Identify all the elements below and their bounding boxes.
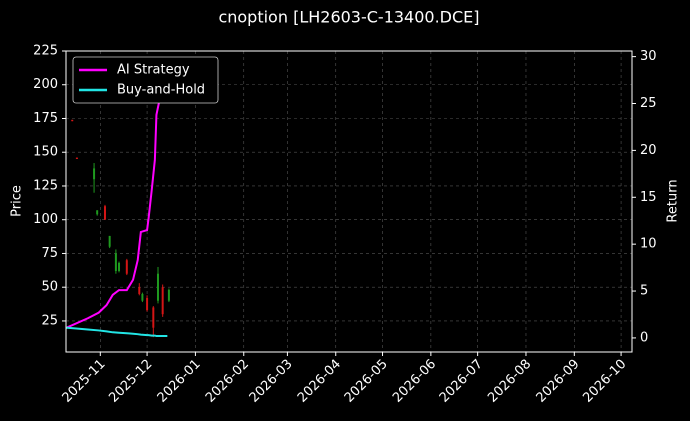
candle-body <box>167 289 170 301</box>
y2-tick-label: 0 <box>640 330 648 345</box>
line-series <box>65 79 164 329</box>
y2-tick-label: 20 <box>640 143 657 158</box>
x-tick-label: 2026-04 <box>295 357 344 406</box>
legend-label: Buy-and-Hold <box>117 83 205 98</box>
candle-body <box>96 210 99 215</box>
candle-body <box>141 293 144 301</box>
candle-body <box>161 287 164 315</box>
x-tick-label: 2025-11 <box>60 357 109 406</box>
x-tick-label: 2026-08 <box>485 357 534 406</box>
candle-body <box>114 253 117 272</box>
y-tick-label: 200 <box>33 77 58 92</box>
legend-box <box>72 56 219 104</box>
x-tick-label: 2026-03 <box>247 357 296 406</box>
candle-body <box>118 262 121 272</box>
y-tick-label: 225 <box>33 44 58 59</box>
x-tick-label: 2026-09 <box>534 357 583 406</box>
candle-body <box>108 235 111 247</box>
x-tick-label: 2026-02 <box>203 357 252 406</box>
y-tick-label: 175 <box>33 111 58 126</box>
candle-body <box>156 273 159 301</box>
candle-body <box>146 298 149 311</box>
y-tick-label: 25 <box>41 313 58 328</box>
candle-body <box>71 119 74 122</box>
y2-axis-label: Return <box>666 179 681 222</box>
y-tick-label: 100 <box>33 212 58 227</box>
candle-body <box>125 260 128 274</box>
chart-title: cnoption [LH2603-C-13400.DCE] <box>218 8 479 27</box>
y2-tick-label: 15 <box>640 190 657 205</box>
x-tick-label: 2026-05 <box>342 357 391 406</box>
y-axis-label: Price <box>10 185 25 217</box>
y2-tick-label: 10 <box>640 237 657 252</box>
y2-tick-label: 5 <box>640 284 648 299</box>
candle-body <box>138 287 141 294</box>
x-tick-label: 2026-01 <box>155 357 204 406</box>
line-series <box>65 326 168 338</box>
y-tick-label: 150 <box>33 145 58 160</box>
x-tick-label: 2026-06 <box>390 357 439 406</box>
y2-tick-label: 30 <box>640 49 657 64</box>
x-tick-label: 2025-12 <box>106 357 155 406</box>
y2-tick-label: 25 <box>640 96 657 111</box>
x-tick-label: 2026-10 <box>580 357 629 406</box>
legend-label: AI Strategy <box>117 63 190 78</box>
x-tick-label: 2026-07 <box>437 357 486 406</box>
y-tick-label: 50 <box>41 280 58 295</box>
y-tick-label: 125 <box>33 178 58 193</box>
candle-body <box>93 168 96 180</box>
candle-body <box>152 307 155 328</box>
plot-frame <box>65 50 633 353</box>
y-tick-label: 75 <box>41 246 58 261</box>
candle-body <box>75 157 78 159</box>
candle-body <box>103 206 106 220</box>
